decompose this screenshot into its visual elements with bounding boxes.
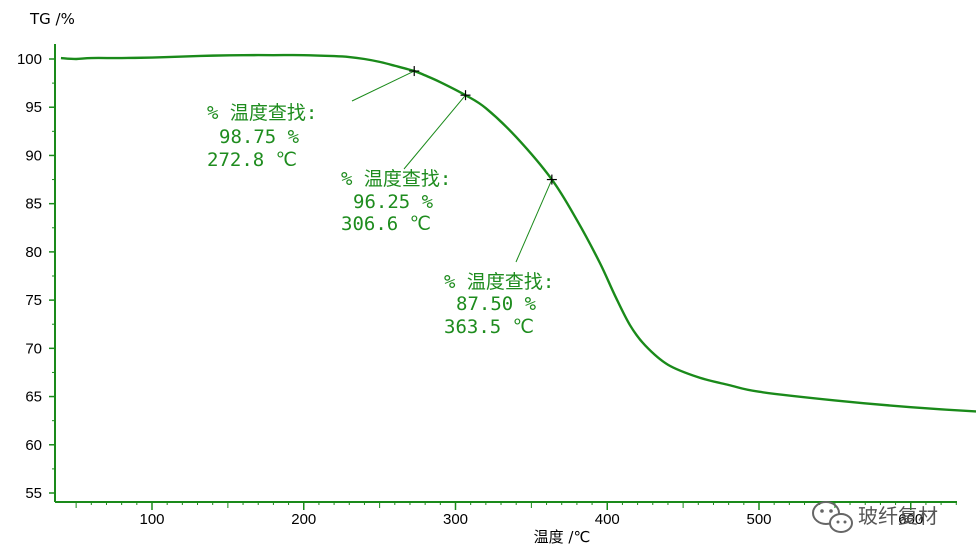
annotation-2-title: % 温度查找: bbox=[341, 168, 451, 190]
y-tick-label-100: 100 bbox=[17, 51, 42, 68]
y-tick-label-65: 65 bbox=[25, 389, 42, 406]
y-tick-label-85: 85 bbox=[25, 196, 42, 213]
x-tick-label-300: 300 bbox=[443, 511, 468, 528]
y-ticks: 55 60 65 70 75 80 85 90 95 100 bbox=[17, 51, 55, 502]
marker-2 bbox=[460, 90, 471, 101]
marker-3 bbox=[546, 174, 557, 185]
annotation-2-value: 96.25 % bbox=[353, 191, 434, 213]
annotation-3-title: % 温度查找: bbox=[444, 271, 554, 293]
x-tick-label-200: 200 bbox=[291, 511, 316, 528]
y-axis-title: TG /% bbox=[29, 10, 75, 28]
y-tick-label-90: 90 bbox=[25, 147, 42, 164]
annotation-1-value: 98.75 % bbox=[219, 126, 300, 148]
annotation-1: % 温度查找: 98.75 % 272.8 ℃ bbox=[207, 102, 317, 171]
markers bbox=[409, 66, 557, 185]
annotation-3: % 温度查找: 87.50 % 363.5 ℃ bbox=[444, 271, 554, 338]
leader-line-2 bbox=[403, 94, 466, 170]
y-tick-label-60: 60 bbox=[25, 437, 42, 454]
watermark: 玻纤复材 bbox=[812, 501, 938, 533]
y-tick-label-75: 75 bbox=[25, 292, 42, 309]
y-tick-label-70: 70 bbox=[25, 340, 42, 357]
leader-line-1 bbox=[351, 70, 415, 102]
y-tick-label-55: 55 bbox=[25, 485, 42, 502]
x-tick-label-500: 500 bbox=[746, 511, 771, 528]
watermark-text: 玻纤复材 bbox=[858, 504, 938, 528]
x-tick-label-100: 100 bbox=[139, 511, 164, 528]
annotation-1-title: % 温度查找: bbox=[207, 102, 317, 124]
wechat-icon bbox=[812, 501, 853, 533]
x-axis-title: 温度 /℃ bbox=[534, 528, 591, 546]
leader-line-3 bbox=[515, 179, 553, 263]
leader-lines bbox=[351, 70, 553, 263]
x-tick-label-600: 600 bbox=[898, 511, 923, 528]
annotation-1-temp: 272.8 ℃ bbox=[207, 149, 297, 171]
marker-1 bbox=[409, 66, 420, 77]
tg-curve bbox=[60, 53, 976, 413]
y-tick-label-80: 80 bbox=[25, 244, 42, 261]
x-tick-label-400: 400 bbox=[595, 511, 620, 528]
y-tick-label-95: 95 bbox=[25, 99, 42, 116]
annotation-2: % 温度查找: 96.25 % 306.6 ℃ bbox=[341, 168, 451, 235]
x-ticks: 100 200 300 400 500 600 bbox=[75, 502, 957, 528]
annotation-2-temp: 306.6 ℃ bbox=[341, 213, 431, 235]
annotation-3-value: 87.50 % bbox=[456, 293, 537, 315]
annotation-3-temp: 363.5 ℃ bbox=[444, 316, 534, 338]
